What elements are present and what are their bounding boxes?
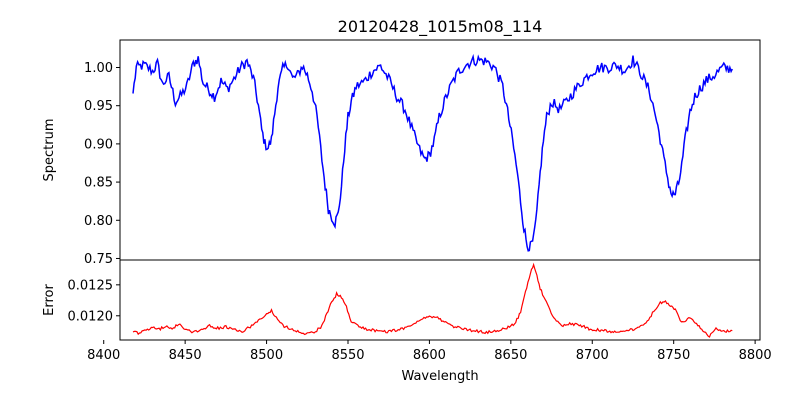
x-tick-label: 8600 [413,348,446,363]
x-tick-label: 8700 [576,348,609,363]
spectrum-y-axis-label: Spectrum [42,119,57,182]
spectrum-series-line [132,53,733,252]
spectrum-y-tick-label: 0.85 [84,176,113,191]
error-y-tick-label: 0.0125 [68,278,114,293]
spectrum-y-tick-label: 0.95 [84,99,113,114]
spectrum-y-tick-label: 1.00 [84,61,113,76]
error-axes-frame [119,259,761,341]
error-ticks: 0.0120 0.0125 8400 8450 8500 8550 8600 8650 8700… [68,278,772,363]
spectrum-y-tick-label: 0.75 [84,252,113,267]
x-axis-label: Wavelength [401,369,478,384]
chart-title: 20120428_1015m08_114 [338,17,543,37]
x-tick-label: 8450 [169,348,202,363]
error-y-tick-label: 0.0120 [68,309,114,324]
x-tick-label: 8550 [331,348,364,363]
spectrum-y-tick-label: 0.80 [84,214,113,229]
error-panel: 0.0120 0.0125 8400 8450 8500 8550 8600 8650 8700… [42,259,772,384]
x-tick-label: 8750 [657,348,690,363]
spectrum-y-tick-label: 0.90 [84,137,113,152]
x-tick-label: 8400 [87,348,120,363]
x-tick-label: 8500 [250,348,283,363]
x-tick-label: 8800 [739,348,772,363]
error-y-axis-label: Error [42,284,57,316]
error-series-line [132,262,733,338]
x-tick-label: 8650 [494,348,527,363]
spectrum-ticks: 0.75 0.80 0.85 0.90 0.95 1.00 [84,61,120,267]
